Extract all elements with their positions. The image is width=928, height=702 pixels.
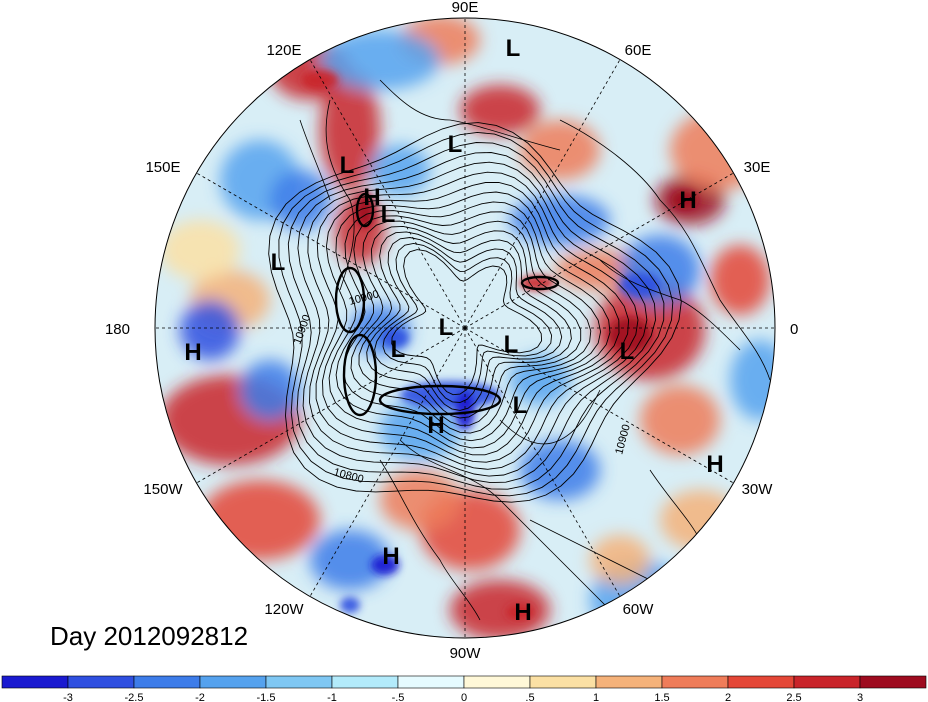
high-pressure-label: H	[427, 412, 444, 439]
low-pressure-label: L	[448, 131, 463, 158]
meridian-line	[196, 327, 466, 484]
longitude-label: 150E	[145, 159, 180, 176]
longitude-label: 180	[105, 321, 130, 338]
graticule	[155, 18, 775, 638]
colorbar-tick-label: 3	[857, 692, 863, 702]
colorbar-tick-label: 1.5	[654, 692, 669, 702]
meridian-line	[309, 327, 466, 597]
colorbar-tick-label: -.5	[392, 692, 405, 702]
colorbar-tick-label: -2	[195, 692, 205, 702]
colorbar-swatch	[463, 675, 531, 689]
colorbar-tick-label: -1.5	[257, 692, 276, 702]
colorbar-tick-label: 2	[725, 692, 731, 702]
meridian-line	[464, 172, 734, 329]
colorbar-swatch	[133, 675, 201, 689]
colorbar-tick-label: .5	[525, 692, 534, 702]
longitude-label: 90W	[450, 645, 482, 662]
height-contours	[268, 122, 682, 503]
colorbar-tick-label: 1	[593, 692, 599, 702]
meridian-line	[196, 172, 466, 329]
day-title: Day 2012092812	[50, 621, 248, 651]
low-pressure-label: L	[504, 331, 519, 358]
high-pressure-label: H	[382, 543, 399, 570]
colorbar-swatch	[859, 675, 927, 689]
longitude-label: 0	[790, 321, 798, 338]
colorbar-tick-label: -1	[327, 692, 337, 702]
colorbar-swatch	[595, 675, 663, 689]
colorbar-swatch	[661, 675, 729, 689]
low-pressure-label: L	[439, 314, 454, 341]
colorbar-tick-label: 2.5	[786, 692, 801, 702]
longitude-label: 60E	[625, 42, 652, 59]
high-pressure-label: H	[514, 599, 531, 626]
colorbar-swatch	[793, 675, 861, 689]
high-pressure-label: H	[363, 184, 380, 211]
colorbar: -3 -2.5 -2 -1.5 -1 -.5 0 .5 1 1.5 2 2.5 3	[1, 675, 927, 702]
low-pressure-label: L	[340, 152, 355, 179]
longitude-labels: 90E 60E 30E 0 30W 60W 90W 120W 150W 180 150E 120E	[105, 0, 798, 662]
longitude-label: 120W	[264, 601, 304, 618]
longitude-label: 60W	[623, 601, 655, 618]
colorbar-swatch	[1, 675, 69, 689]
colorbar-swatch	[331, 675, 399, 689]
longitude-label: 90E	[452, 0, 479, 16]
low-pressure-label: L	[391, 336, 406, 363]
meridian-line	[464, 327, 621, 597]
colorbar-swatch	[397, 675, 465, 689]
meridian-line	[464, 327, 734, 484]
colorbar-swatch	[265, 675, 333, 689]
longitude-label: 30W	[742, 481, 774, 498]
low-pressure-label: L	[620, 338, 635, 365]
low-pressure-label: L	[513, 392, 528, 419]
colorbar-swatch	[529, 675, 597, 689]
colorbar-tick-label: -2.5	[125, 692, 144, 702]
colorbar-swatch	[727, 675, 795, 689]
high-pressure-label: H	[679, 187, 696, 214]
colorbar-swatch	[67, 675, 135, 689]
colorbar-swatch	[199, 675, 267, 689]
low-pressure-label: L	[271, 249, 286, 276]
colorbar-tick-label: 0	[461, 692, 467, 702]
meridian-line	[464, 59, 621, 329]
high-pressure-label: H	[184, 339, 201, 366]
colorbar-tick-label: -3	[63, 692, 73, 702]
longitude-label: 150W	[143, 481, 183, 498]
longitude-label: 30E	[744, 159, 771, 176]
map-boundary	[154, 17, 776, 639]
high-pressure-label: H	[706, 451, 723, 478]
longitude-label: 120E	[266, 42, 301, 59]
anomaly-field	[155, 18, 775, 638]
low-pressure-label: L	[506, 35, 521, 62]
coastlines	[299, 79, 771, 621]
low-pressure-label: L	[381, 201, 396, 228]
meridian-line	[309, 59, 466, 329]
